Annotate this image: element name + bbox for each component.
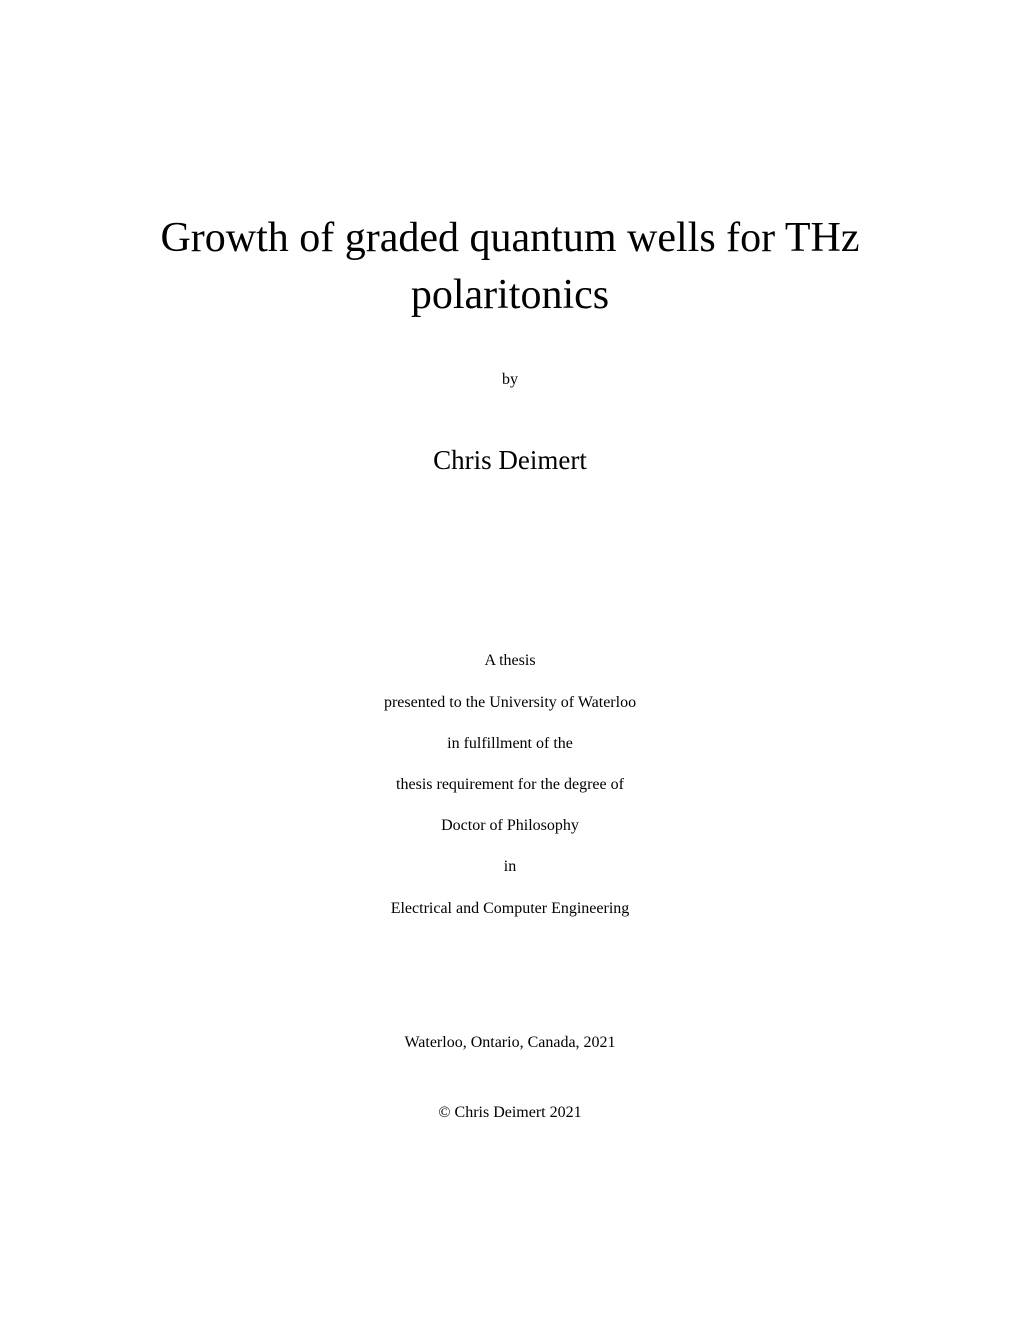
thesis-line: thesis requirement for the degree of	[0, 775, 1020, 794]
thesis-line: A thesis	[0, 651, 1020, 670]
thesis-line: in fulfillment of the	[0, 734, 1020, 753]
thesis-title: Growth of graded quantum wells for THz p…	[0, 210, 1020, 323]
thesis-description: A thesis presented to the University of …	[0, 651, 1020, 917]
title-page: Growth of graded quantum wells for THz p…	[0, 0, 1020, 1320]
thesis-line: Doctor of Philosophy	[0, 816, 1020, 835]
thesis-line: Electrical and Computer Engineering	[0, 899, 1020, 918]
thesis-line: presented to the University of Waterloo	[0, 693, 1020, 712]
by-label: by	[0, 371, 1020, 389]
thesis-line: in	[0, 857, 1020, 876]
copyright-notice: © Chris Deimert 2021	[0, 1104, 1020, 1122]
author-name: Chris Deimert	[0, 445, 1020, 476]
location-year: Waterloo, Ontario, Canada, 2021	[0, 1034, 1020, 1052]
